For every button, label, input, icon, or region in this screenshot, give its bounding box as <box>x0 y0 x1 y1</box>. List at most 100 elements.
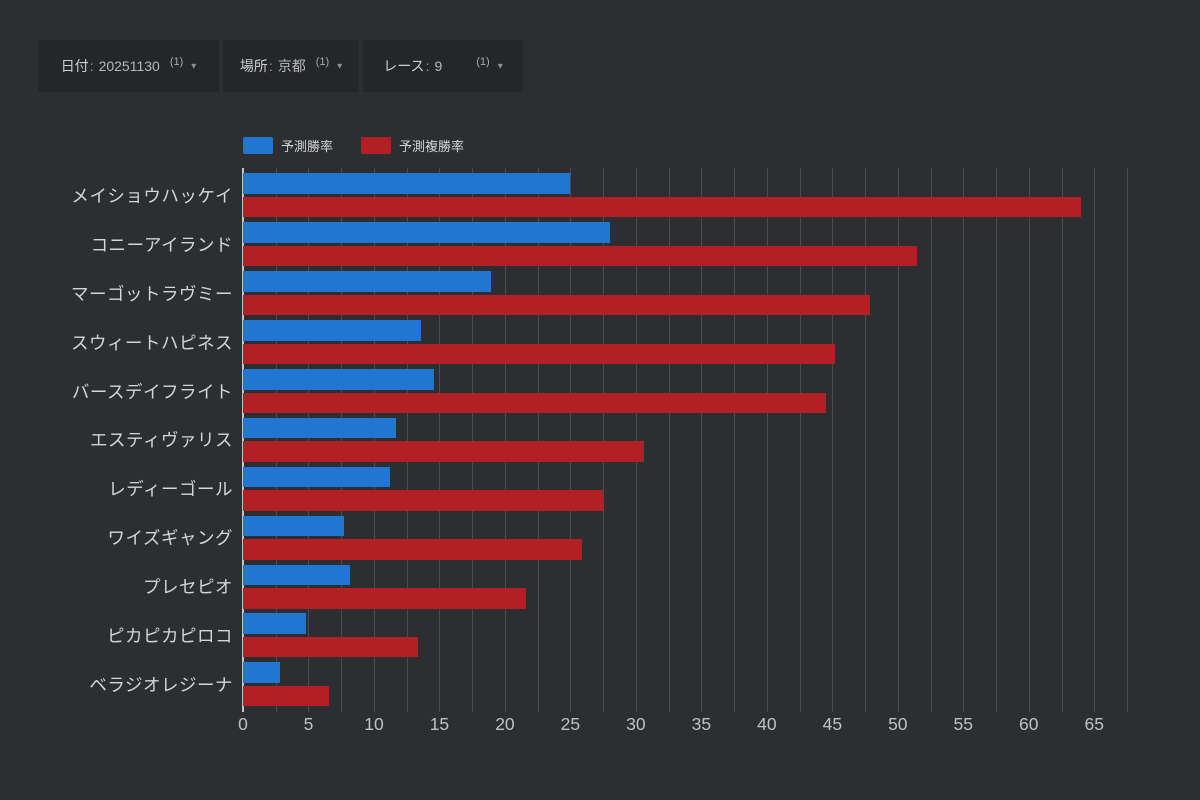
bar-win[interactable] <box>243 613 306 634</box>
bar-place[interactable] <box>243 588 526 609</box>
gridline <box>537 168 539 712</box>
place-series-swatch-icon <box>361 137 392 154</box>
bar-place[interactable] <box>243 343 835 365</box>
filter-button-race[interactable]: レース:9 (1) ▾ <box>363 40 523 92</box>
gridline <box>275 168 277 712</box>
filter-label: レース <box>383 58 425 74</box>
filter-label: 場所 <box>239 58 268 74</box>
bar-group <box>243 269 1127 318</box>
bar-win[interactable] <box>243 271 491 292</box>
gridline <box>341 168 343 712</box>
gridline <box>1028 168 1030 712</box>
bar-place[interactable] <box>243 441 644 462</box>
gridline <box>308 168 310 712</box>
bar-group <box>243 513 1127 562</box>
filter-value: 20251130 <box>98 58 160 74</box>
filter-count: (1) <box>169 56 184 68</box>
bar-place[interactable] <box>243 245 918 267</box>
filter-value: 9 <box>434 58 443 74</box>
x-tick-label: 60 <box>1019 714 1039 734</box>
x-tick-label: 10 <box>364 714 384 734</box>
gridline <box>373 168 375 712</box>
bar-place[interactable] <box>243 196 1082 218</box>
gridline <box>406 168 408 712</box>
bar-group <box>243 660 1127 709</box>
bar-place[interactable] <box>243 636 419 658</box>
bar-group <box>243 464 1127 513</box>
gridline <box>668 168 670 712</box>
bar-win[interactable] <box>243 417 397 439</box>
gridline <box>832 168 834 712</box>
filter-value: 京都 <box>277 58 306 74</box>
category-label: ベラジオレジーナ <box>89 674 233 695</box>
bar-win[interactable] <box>243 515 344 537</box>
gridline <box>1127 168 1128 712</box>
x-tick-label: 50 <box>888 714 908 734</box>
plot-area <box>242 168 1128 712</box>
y-axis-line <box>242 168 244 712</box>
x-tick-label: 5 <box>303 714 314 734</box>
filter-count: (1) <box>315 56 330 68</box>
chevron-down-icon: ▾ <box>497 60 503 72</box>
gridline <box>734 168 736 712</box>
x-tick-label: 25 <box>560 714 581 734</box>
x-tick-label: 30 <box>626 714 646 734</box>
gridline <box>1061 168 1063 712</box>
x-tick-label: 45 <box>822 714 843 734</box>
gridline <box>701 168 703 712</box>
category-label: スウィートハピネス <box>71 332 233 353</box>
category-label: メイショウハッケイ <box>71 185 233 206</box>
category-label: プレセピオ <box>143 577 233 598</box>
gridline <box>472 168 474 712</box>
bar-place[interactable] <box>243 539 583 560</box>
bar-win[interactable] <box>243 320 422 341</box>
bar-chart: メイショウハッケイ コニーアイランド マーゴットラヴミー スウィートハピネス バースデイ… <box>0 168 1140 712</box>
bar-win[interactable] <box>243 173 571 194</box>
gridline <box>766 168 768 712</box>
bar-group <box>243 367 1127 416</box>
chart-legend: 予測勝率 予測複勝率 <box>243 136 464 155</box>
legend-label: 予測複勝率 <box>399 139 465 154</box>
gridline <box>963 168 965 712</box>
gridline <box>996 168 998 712</box>
category-labels: メイショウハッケイ コニーアイランド マーゴットラヴミー スウィートハピネス バースデイ… <box>0 171 233 709</box>
category-label: バースデイフライト <box>71 381 233 402</box>
gridline <box>799 168 801 712</box>
legend-item-win[interactable]: 予測勝率 <box>243 136 333 155</box>
gridline <box>439 168 441 712</box>
bar-place[interactable] <box>243 490 604 511</box>
bar-place[interactable] <box>243 392 826 413</box>
legend-label: 予測勝率 <box>281 139 334 154</box>
gridline <box>1094 168 1096 712</box>
bar-place[interactable] <box>243 294 871 316</box>
x-tick-label: 15 <box>429 714 450 734</box>
filter-button-date[interactable]: 日付:20251130 (1) ▾ <box>38 40 219 92</box>
gridline <box>897 168 899 712</box>
bar-group <box>243 318 1127 367</box>
gridline <box>635 168 637 712</box>
bar-group <box>243 562 1127 611</box>
filter-label: 日付 <box>60 58 89 74</box>
gridline <box>930 168 932 712</box>
bar-win[interactable] <box>243 564 351 586</box>
category-label: エスティヴァリス <box>90 430 233 451</box>
colon: : <box>89 58 94 74</box>
x-axis: 0 5 10 15 20 25 30 35 40 45 50 55 60 65 <box>238 714 1127 744</box>
category-label: レディーゴール <box>108 479 233 500</box>
chevron-down-icon: ▾ <box>337 60 343 72</box>
colon: : <box>268 58 273 74</box>
bar-win[interactable] <box>243 662 280 683</box>
gridline <box>570 168 572 712</box>
legend-item-place[interactable]: 予測複勝率 <box>361 136 464 155</box>
bar-win[interactable] <box>243 466 390 488</box>
bar-win[interactable] <box>243 369 435 390</box>
bar-group <box>243 171 1127 220</box>
filter-button-place[interactable]: 場所: 京都 (1) ▾ <box>223 40 359 92</box>
category-label: コニーアイランド <box>90 234 233 255</box>
x-tick-label: 65 <box>1084 714 1104 734</box>
x-tick-label: 55 <box>953 714 974 734</box>
bar-rows <box>243 171 1127 709</box>
bar-group <box>243 611 1127 660</box>
bar-place[interactable] <box>243 685 330 707</box>
bar-win[interactable] <box>243 222 610 243</box>
